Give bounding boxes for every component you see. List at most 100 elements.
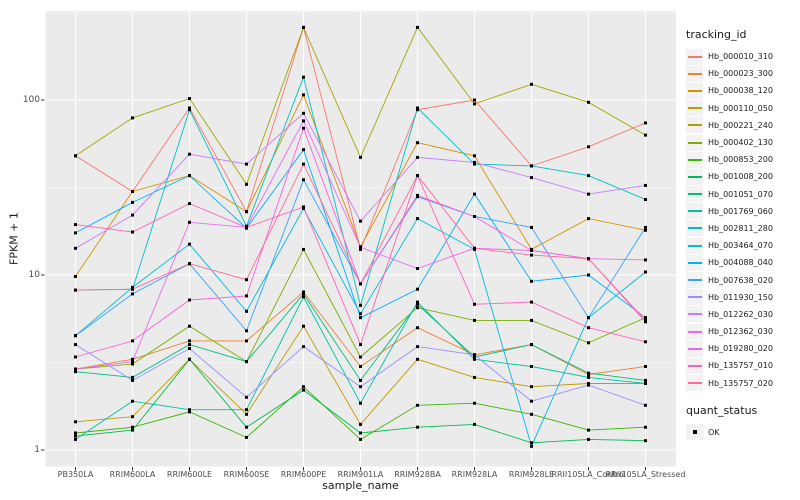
data-point (530, 385, 533, 389)
data-point (74, 231, 77, 235)
data-point (302, 290, 305, 294)
data-point (188, 106, 191, 110)
legend-item-Hb_002811_280: Hb_002811_280 (686, 220, 800, 237)
legend-item-Hb_001769_060: Hb_001769_060 (686, 203, 800, 220)
data-point (359, 437, 362, 441)
y-tick-label: 1 (34, 444, 40, 455)
data-point (587, 375, 590, 379)
data-point (302, 292, 305, 296)
data-point (359, 401, 362, 405)
data-point (302, 345, 305, 349)
data-point (302, 205, 305, 209)
legend-item-Hb_003464_070: Hb_003464_070 (686, 237, 800, 254)
data-point (473, 192, 476, 196)
data-point (587, 326, 590, 330)
data-point (131, 230, 134, 234)
data-point (644, 258, 647, 262)
legend-key (686, 151, 703, 168)
data-point (188, 97, 191, 100)
data-point (473, 422, 476, 426)
legend-item-Hb_011930_150: Hb_011930_150 (686, 289, 800, 306)
data-point (587, 437, 590, 441)
data-point (416, 302, 419, 306)
data-point (587, 174, 590, 178)
data-point (473, 353, 476, 357)
data-point (530, 279, 533, 283)
axis-tick-marks (41, 99, 646, 471)
data-point (245, 162, 248, 166)
data-point (302, 25, 305, 29)
data-point (359, 312, 362, 316)
data-point (644, 425, 647, 429)
data-point (473, 160, 476, 164)
data-point (530, 441, 533, 445)
data-point (359, 378, 362, 382)
data-point (245, 294, 248, 298)
series-color-line-icon (687, 210, 702, 213)
data-point (131, 116, 134, 120)
data-point (473, 246, 476, 250)
data-point (530, 399, 533, 403)
legend-key (686, 220, 703, 237)
legend-key (686, 323, 703, 340)
legend-item-Hb_019280_020: Hb_019280_020 (686, 340, 800, 357)
data-point (359, 245, 362, 249)
data-point (74, 370, 77, 374)
data-point (74, 367, 77, 371)
data-point (245, 225, 248, 229)
data-point (587, 382, 590, 385)
data-point (188, 202, 191, 206)
data-point (131, 287, 134, 291)
legend-key (686, 375, 703, 392)
data-point (188, 108, 191, 112)
series-color-line-icon (687, 193, 702, 196)
data-point (587, 341, 590, 345)
legend-key (686, 272, 703, 289)
data-points (74, 25, 647, 448)
data-point (359, 431, 362, 435)
data-point (359, 343, 362, 347)
data-point (245, 408, 248, 412)
data-point (302, 119, 305, 123)
data-point (473, 302, 476, 306)
series-color-line-icon (687, 347, 702, 350)
data-point (188, 242, 191, 246)
data-point (644, 340, 647, 344)
legend-item-label: Hb_011930_150 (708, 292, 773, 302)
data-point (131, 425, 134, 429)
data-point (245, 425, 248, 429)
data-point (416, 300, 419, 304)
legend-key (686, 306, 703, 323)
legend-item-Hb_001008_200: Hb_001008_200 (686, 168, 800, 185)
legend-key (686, 82, 703, 99)
data-point (74, 288, 77, 292)
data-point (131, 357, 134, 361)
series-color-line-icon (687, 107, 702, 110)
black-square-point-icon (692, 430, 697, 435)
data-point (359, 219, 362, 223)
data-point (473, 162, 476, 166)
legend-tracking-items: Hb_000010_310 Hb_000023_300 Hb_000038_120 H… (686, 48, 800, 392)
data-point (473, 154, 476, 158)
data-point (644, 183, 647, 187)
data-point (74, 420, 77, 424)
data-point (644, 320, 647, 324)
legend-item-label: Hb_000023_300 (708, 69, 773, 79)
data-point (188, 324, 191, 328)
data-point (473, 215, 476, 218)
series-color-line-icon (687, 124, 702, 127)
legend-item-Hb_000221_240: Hb_000221_240 (686, 117, 800, 134)
data-point (131, 378, 134, 382)
data-point (644, 439, 647, 443)
x-tick-label: PB350LA (57, 470, 94, 479)
data-point (131, 362, 134, 366)
data-point (188, 357, 191, 361)
series-color-line-icon (687, 89, 702, 92)
legend-key (686, 289, 703, 306)
data-point (416, 326, 419, 330)
data-point (302, 126, 305, 130)
legend-item-label: Hb_135757_020 (708, 378, 773, 388)
data-point (644, 316, 647, 320)
y-tick-label: 10 (28, 269, 40, 280)
